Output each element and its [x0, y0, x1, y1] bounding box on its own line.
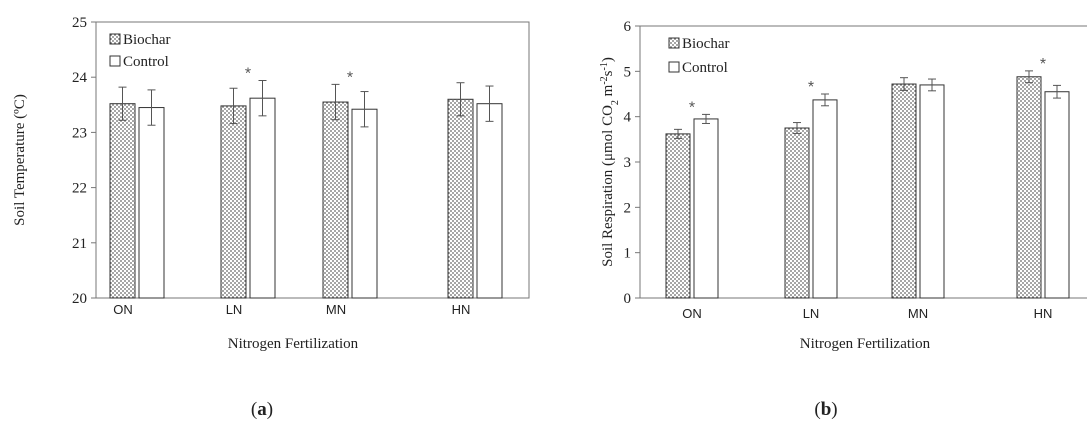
bar-control	[351, 108, 378, 299]
bar-control	[693, 118, 719, 299]
x-axis-label-a: Nitrogen Fertilization	[228, 336, 359, 352]
chart-panel-a: * * 20 21 22 23 24 25 ON LN MN HN Biochar Control…	[12, 15, 530, 352]
y-tick-label: 5	[624, 64, 632, 80]
legend-label-control-a: Control	[123, 54, 169, 70]
y-tick-label: 25	[72, 15, 87, 31]
caption-b: (b)	[814, 399, 837, 420]
x-tick-label: ON	[682, 306, 702, 321]
y-tick-label: 2	[624, 200, 632, 216]
bar-biochar	[784, 127, 810, 299]
legend-a: Biochar Control	[109, 32, 170, 70]
x-tick-label: HN	[452, 302, 471, 317]
bar-control	[919, 84, 945, 299]
y-tick-label: 1	[624, 246, 632, 262]
legend-swatch-control-a	[109, 55, 121, 67]
bar-control	[249, 97, 276, 299]
significance-marker: *	[347, 69, 353, 86]
y-tick-label: 21	[72, 236, 87, 252]
chart-panel-b: * * * 0 1 2 3 4 5 6 ON LN MN HN Biochar Control Soi…	[599, 19, 1087, 352]
bar-biochar	[220, 105, 247, 299]
bar-control	[812, 99, 838, 299]
y-tick-label: 3	[624, 155, 632, 171]
bar-control	[138, 107, 165, 299]
legend-label-biochar-a: Biochar	[123, 32, 170, 48]
x-axis-label-b: Nitrogen Fertilization	[800, 336, 931, 352]
legend-label-control-b: Control	[682, 60, 728, 76]
x-tick-label: MN	[326, 302, 346, 317]
y-tick-label: 0	[624, 291, 632, 307]
legend-label-biochar-b: Biochar	[682, 36, 729, 52]
x-tick-label: LN	[803, 306, 820, 321]
x-tick-label: HN	[1034, 306, 1053, 321]
bar-biochar	[665, 133, 691, 299]
bar-biochar	[322, 101, 349, 299]
bar-biochar	[1016, 76, 1042, 299]
y-tick-label: 20	[72, 291, 87, 307]
legend-swatch-biochar-a	[109, 33, 121, 45]
x-tick-label: MN	[908, 306, 928, 321]
y-tick-label: 6	[624, 19, 632, 35]
y-axis-label-a: Soil Temperature (ºC)	[12, 94, 28, 226]
y-tick-label: 4	[624, 110, 632, 126]
significance-marker: *	[1040, 56, 1046, 73]
legend-swatch-biochar-b	[668, 37, 680, 49]
bar-biochar	[447, 98, 474, 299]
legend-swatch-control-b	[668, 61, 680, 73]
y-axis-label-b: Soil Respiration (μmol CO2 m-2s-1)	[599, 57, 621, 267]
caption-a: (a)	[251, 399, 273, 420]
x-tick-label: ON	[113, 302, 133, 317]
bar-biochar	[109, 103, 136, 299]
plot-area-a	[95, 21, 530, 299]
bar-biochar	[891, 83, 917, 299]
y-tick-label: 22	[72, 181, 87, 197]
bar-control	[1044, 91, 1070, 299]
significance-marker: *	[689, 99, 695, 116]
significance-marker: *	[808, 79, 814, 96]
significance-marker: *	[245, 66, 251, 83]
x-tick-label: LN	[226, 302, 243, 317]
legend-b: Biochar Control	[668, 36, 729, 76]
y-tick-label: 23	[72, 125, 87, 141]
bar-control	[476, 103, 503, 299]
y-tick-label: 24	[72, 70, 88, 86]
